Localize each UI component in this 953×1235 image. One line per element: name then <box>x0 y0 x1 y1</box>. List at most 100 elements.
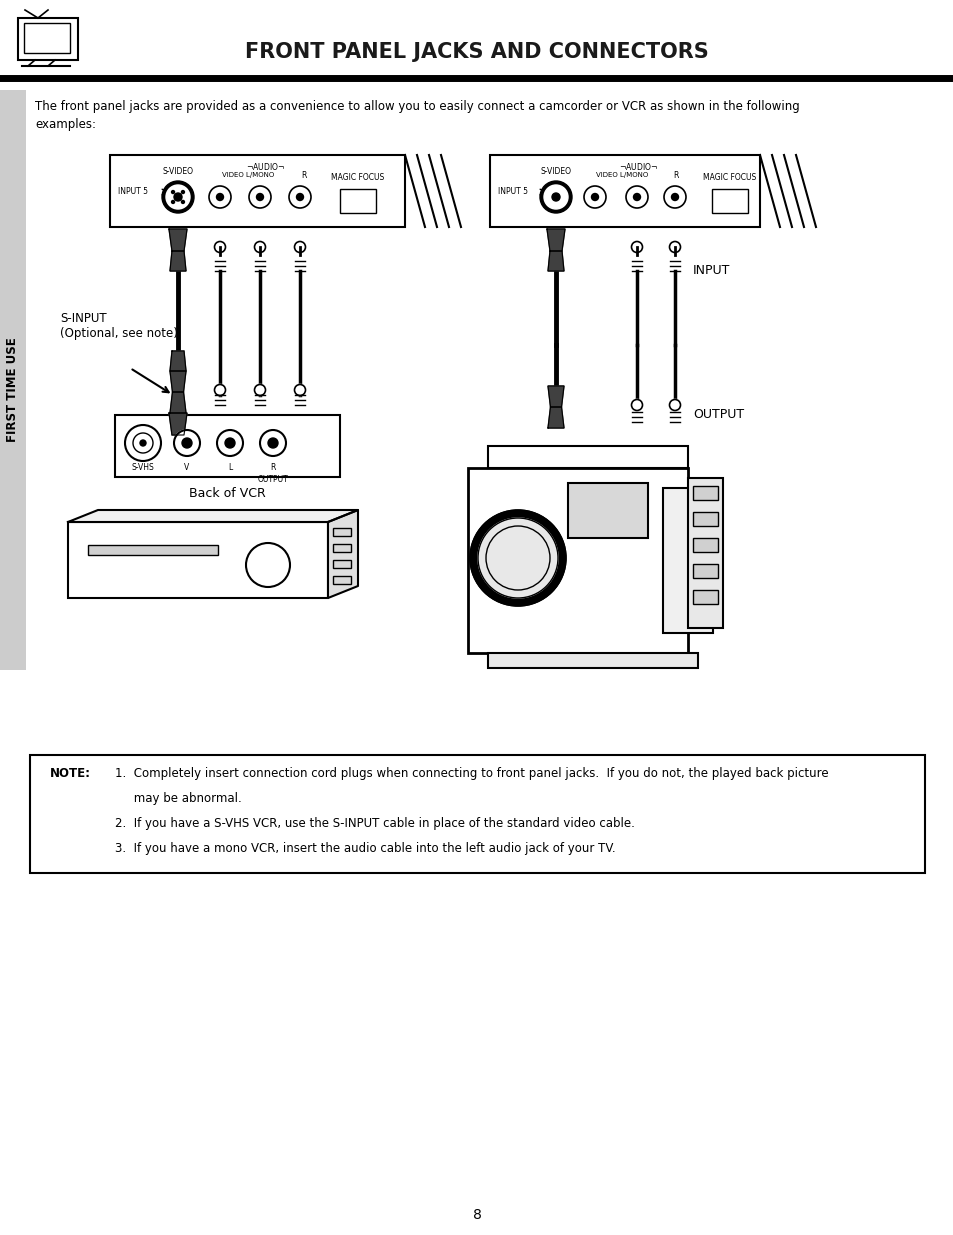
Text: Back of VCR: Back of VCR <box>189 487 266 500</box>
Polygon shape <box>170 391 186 412</box>
Circle shape <box>669 399 679 410</box>
Circle shape <box>254 384 265 395</box>
Bar <box>339 189 375 212</box>
Circle shape <box>539 182 572 212</box>
Circle shape <box>172 190 174 194</box>
Text: FIRST TIME USE: FIRST TIME USE <box>7 337 19 442</box>
Bar <box>711 189 747 212</box>
Bar <box>88 545 218 555</box>
Bar <box>110 156 405 227</box>
Bar <box>0 90 26 671</box>
Circle shape <box>496 536 539 580</box>
Bar <box>30 755 924 873</box>
Circle shape <box>663 186 685 207</box>
Circle shape <box>260 430 286 456</box>
Circle shape <box>140 440 146 446</box>
Text: (Optional, see note): (Optional, see note) <box>60 327 177 340</box>
Polygon shape <box>547 251 563 270</box>
Circle shape <box>132 433 152 453</box>
Polygon shape <box>68 510 357 522</box>
Text: INPUT 5: INPUT 5 <box>497 188 527 196</box>
Circle shape <box>216 430 243 456</box>
Circle shape <box>214 384 225 395</box>
Circle shape <box>591 194 598 200</box>
Bar <box>692 590 718 604</box>
Circle shape <box>268 438 277 448</box>
Bar <box>692 564 718 578</box>
Text: S-VHS Video camera: S-VHS Video camera <box>560 448 688 461</box>
Circle shape <box>294 242 305 252</box>
Circle shape <box>583 186 605 207</box>
Circle shape <box>552 193 559 201</box>
Text: VIDEO L/MONO: VIDEO L/MONO <box>596 172 647 178</box>
Circle shape <box>631 399 641 410</box>
Bar <box>662 488 712 634</box>
Text: 3.  If you have a mono VCR, insert the audio cable into the left audio jack of y: 3. If you have a mono VCR, insert the au… <box>115 842 615 855</box>
Bar <box>333 529 351 536</box>
Text: INPUT: INPUT <box>692 263 730 277</box>
Circle shape <box>181 190 184 194</box>
Text: R: R <box>270 462 275 472</box>
Text: MAGIC FOCUS: MAGIC FOCUS <box>331 173 384 182</box>
Text: R: R <box>301 170 306 179</box>
Polygon shape <box>169 228 187 251</box>
Text: L: L <box>228 462 232 472</box>
Circle shape <box>669 242 679 252</box>
Bar <box>692 538 718 552</box>
Circle shape <box>166 185 190 209</box>
Text: $\mathsf{\neg}$AUDIO$\mathsf{\neg}$: $\mathsf{\neg}$AUDIO$\mathsf{\neg}$ <box>618 162 657 173</box>
Polygon shape <box>547 387 563 408</box>
Circle shape <box>246 543 290 587</box>
Circle shape <box>182 438 192 448</box>
Polygon shape <box>170 370 186 391</box>
Circle shape <box>173 430 200 456</box>
Text: S-VHS: S-VHS <box>132 462 154 472</box>
Circle shape <box>633 194 639 200</box>
Text: OUTPUT: OUTPUT <box>692 409 743 421</box>
Circle shape <box>173 193 182 201</box>
Circle shape <box>181 200 184 204</box>
Text: FRONT PANEL JACKS AND CONNECTORS: FRONT PANEL JACKS AND CONNECTORS <box>245 42 708 62</box>
Circle shape <box>505 546 530 571</box>
Circle shape <box>625 186 647 207</box>
Text: $\mathsf{\neg}$AUDIO$\mathsf{\neg}$: $\mathsf{\neg}$AUDIO$\mathsf{\neg}$ <box>245 162 284 173</box>
Polygon shape <box>170 251 186 270</box>
Circle shape <box>216 194 223 200</box>
Text: INPUT 5: INPUT 5 <box>118 188 148 196</box>
Text: R: R <box>673 170 678 179</box>
Bar <box>490 156 760 227</box>
Circle shape <box>172 200 174 204</box>
Text: S-INPUT: S-INPUT <box>60 312 107 325</box>
Bar <box>692 487 718 500</box>
Text: 2.  If you have a S-VHS VCR, use the S-INPUT cable in place of the standard vide: 2. If you have a S-VHS VCR, use the S-IN… <box>115 818 634 830</box>
Circle shape <box>289 186 311 207</box>
Text: 8: 8 <box>472 1208 481 1221</box>
Circle shape <box>671 194 678 200</box>
Text: The front panel jacks are provided as a convenience to allow you to easily conne: The front panel jacks are provided as a … <box>35 100 799 112</box>
Circle shape <box>296 194 303 200</box>
Polygon shape <box>546 228 564 251</box>
Bar <box>115 415 339 477</box>
Text: examples:: examples: <box>35 119 96 131</box>
Text: S-VIDEO: S-VIDEO <box>540 167 571 175</box>
Bar <box>488 653 698 668</box>
Circle shape <box>254 242 265 252</box>
Bar <box>468 468 687 653</box>
Bar <box>488 446 687 468</box>
Text: VIDEO L/MONO: VIDEO L/MONO <box>222 172 274 178</box>
Circle shape <box>477 517 558 598</box>
Text: MAGIC FOCUS: MAGIC FOCUS <box>702 173 756 182</box>
Polygon shape <box>169 412 187 435</box>
Circle shape <box>249 186 271 207</box>
Circle shape <box>470 510 565 606</box>
Bar <box>68 522 328 598</box>
Circle shape <box>256 194 263 200</box>
Circle shape <box>485 526 550 590</box>
Circle shape <box>294 384 305 395</box>
Text: S-VIDEO: S-VIDEO <box>162 167 193 175</box>
Circle shape <box>214 242 225 252</box>
Text: OUTPUT: OUTPUT <box>257 475 288 484</box>
Bar <box>567 483 647 538</box>
Polygon shape <box>328 510 357 598</box>
Bar <box>692 513 718 526</box>
